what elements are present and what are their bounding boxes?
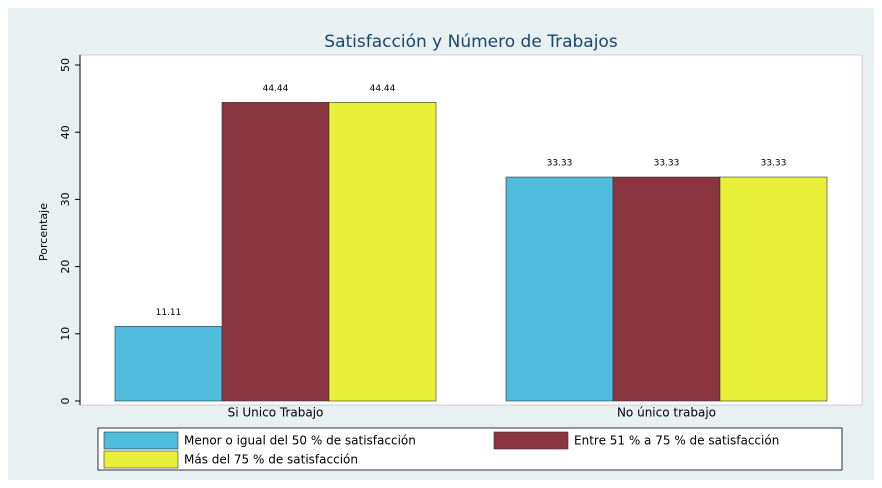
legend: [97, 427, 843, 471]
x-tick-label: Si Unico Trabajo: [228, 406, 324, 420]
y-tick-label: 40: [59, 125, 72, 139]
value-label: 33.33: [547, 159, 573, 169]
legend-swatch: [103, 431, 179, 450]
value-label: 44.44: [263, 84, 289, 94]
value-label: 11.11: [156, 308, 182, 318]
bar: [221, 102, 330, 402]
value-label: 44.44: [370, 84, 396, 94]
bar: [328, 102, 437, 402]
legend-label: Menor o igual del 50 % de satisfacción: [184, 434, 416, 448]
chart-title: Satisfacción y Número de Trabajos: [324, 32, 618, 52]
y-tick-label: 30: [59, 192, 72, 206]
x-tick-label: No único trabajo: [617, 406, 716, 420]
y-axis-title: Porcentaje: [37, 203, 50, 261]
bar: [612, 176, 721, 402]
y-tick-label: 50: [59, 58, 72, 72]
legend-label: Entre 51 % a 75 % de satisfacción: [574, 434, 779, 448]
legend-swatch: [493, 431, 569, 450]
bar: [719, 176, 828, 402]
bar: [505, 176, 614, 402]
y-tick-label: 20: [59, 260, 72, 274]
legend-swatch: [103, 450, 179, 469]
value-label: 33.33: [761, 159, 787, 169]
value-label: 33.33: [654, 159, 680, 169]
y-tick-label: 0: [59, 398, 72, 405]
bar: [114, 326, 223, 402]
y-tick-label: 10: [59, 327, 72, 341]
legend-label: Más del 75 % de satisfacción: [184, 453, 358, 467]
